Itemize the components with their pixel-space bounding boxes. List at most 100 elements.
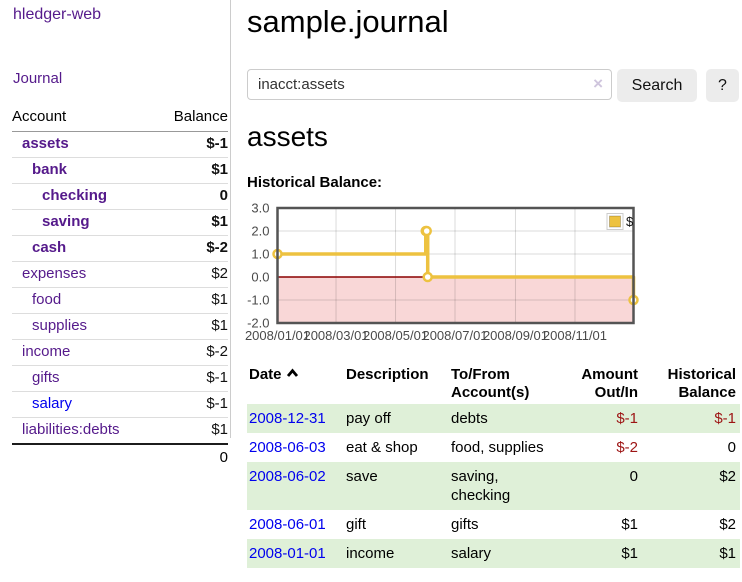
account-link-cash[interactable]: cash [32, 239, 67, 256]
transaction-date-link[interactable]: 2008-06-01 [249, 516, 326, 533]
transaction-balance: $2 [719, 468, 736, 485]
transaction-date-link[interactable]: 2008-12-31 [249, 410, 326, 427]
account-link-bank[interactable]: bank [32, 161, 68, 178]
balance-column-header: Balance [155, 103, 228, 132]
svg-text:1.0: 1.0 [251, 247, 269, 262]
data-point-marker [272, 248, 283, 260]
svg-text:-1.0: -1.0 [247, 293, 269, 308]
account-link-food[interactable]: food [32, 291, 62, 308]
account-name-cell: saving [12, 209, 156, 236]
svg-text:2008/03/01: 2008/03/01 [303, 328, 368, 343]
accounts-total-row: 0 [12, 443, 228, 471]
account-balance: $-1 [206, 135, 228, 152]
account-balance: $1 [155, 417, 228, 444]
transaction-description: save [346, 468, 378, 485]
svg-text:2008/07/01: 2008/07/01 [422, 328, 487, 343]
date-column-header[interactable]: Date [247, 364, 344, 404]
register-row: 2008-01-01 income salary $1 $1 [247, 539, 740, 568]
search-input[interactable] [247, 69, 612, 100]
accounts-total-value: 0 [155, 443, 228, 471]
register-row: 2008-06-01 gift gifts $1 $2 [247, 510, 740, 539]
legend-box [606, 213, 624, 230]
account-balance: 0 [155, 183, 228, 210]
help-button[interactable]: ? [706, 69, 739, 102]
accounts-column-header: Account [12, 103, 156, 132]
register-row: 2008-06-03 eat & shop food, supplies $-2 0 [247, 433, 740, 462]
transaction-amount: $-2 [616, 439, 638, 456]
account-link-liabilities-debts[interactable]: liabilities:debts [22, 421, 120, 438]
historical-balance-column-header: Historical Balance [667, 366, 736, 401]
transaction-date-link[interactable]: 2008-06-03 [249, 439, 326, 456]
svg-text:2008/11/01: 2008/11/01 [543, 328, 607, 343]
account-row: supplies $1 [12, 313, 228, 340]
transaction-date-cell: 2008-12-31 [247, 404, 344, 433]
account-link-gifts[interactable]: gifts [32, 369, 60, 386]
account-name-cell: bank [12, 157, 156, 184]
account-name-cell: checking [12, 183, 156, 210]
transaction-date-link[interactable]: 2008-06-02 [249, 468, 326, 485]
account-row: checking 0 [12, 183, 228, 210]
account-name-cell: cash [12, 235, 156, 262]
tofrom-accounts-column-header: To/From Account(s) [451, 366, 530, 401]
transaction-description: income [346, 545, 395, 562]
transaction-description: pay off [346, 410, 391, 427]
account-link-saving[interactable]: saving [42, 213, 90, 230]
transaction-amount: $1 [621, 516, 638, 533]
data-point-marker [628, 294, 639, 306]
transaction-balance: $2 [719, 516, 736, 533]
account-link-expenses[interactable]: expenses [22, 265, 87, 282]
account-row: assets $-1 [12, 132, 228, 158]
account-link-assets[interactable]: assets [22, 135, 69, 152]
account-page-title: assets [247, 121, 328, 152]
transaction-accounts: food, supplies [451, 439, 544, 456]
transaction-amount: 0 [629, 468, 638, 485]
sort-ascending-icon [286, 365, 299, 383]
register-row: 2008-12-31 pay off debts $-1 $-1 [247, 404, 740, 433]
chart-border [276, 206, 635, 325]
account-row: expenses $2 [12, 261, 228, 288]
data-point-marker [422, 271, 433, 283]
data-point-marker [420, 225, 432, 237]
transaction-date-link[interactable]: 2008-01-01 [249, 545, 326, 562]
svg-text:-2.0: -2.0 [247, 316, 269, 331]
account-link-supplies[interactable]: supplies [32, 317, 88, 334]
transaction-amount: $-1 [616, 410, 638, 427]
legend-label: $ [626, 214, 634, 229]
svg-text:3.0: 3.0 [251, 201, 269, 216]
description-column-header: Description [346, 366, 429, 383]
account-link-checking[interactable]: checking [42, 187, 108, 204]
svg-text:0.0: 0.0 [251, 270, 269, 285]
svg-text:2.0: 2.0 [251, 224, 269, 239]
transaction-accounts: salary [451, 545, 492, 562]
app-brand-link[interactable]: hledger-web [13, 6, 102, 23]
svg-text:2008/01/01: 2008/01/01 [245, 328, 310, 343]
account-balance: $-1 [155, 365, 228, 392]
account-balance: $-2 [155, 339, 228, 366]
account-name-cell: liabilities:debts [12, 417, 156, 444]
transaction-balance: $1 [719, 545, 736, 562]
account-row: saving $1 [12, 209, 228, 236]
sidebar: hledger-web Journal Account Balance asse… [0, 0, 231, 471]
account-link-salary[interactable]: salary [32, 395, 73, 412]
account-name-cell: salary [12, 391, 156, 418]
account-row: cash $-2 [12, 235, 228, 262]
account-link-income[interactable]: income [22, 343, 71, 360]
account-name-cell: supplies [12, 313, 156, 340]
legend-swatch [609, 215, 621, 228]
register-table: Date Description To/From Account(s) Amou… [247, 364, 740, 568]
transaction-date-cell: 2008-01-01 [247, 539, 344, 568]
account-name-cell: gifts [12, 365, 156, 392]
clear-search-icon[interactable]: × [593, 74, 603, 93]
account-balance: $1 [155, 157, 228, 184]
chart-section-label: Historical Balance: [247, 174, 383, 191]
account-balance: $1 [155, 287, 228, 314]
account-balance: $-1 [155, 391, 228, 418]
accounts-balance-table: Account Balance assets $-1 bank $1 checking 0… [12, 103, 228, 471]
account-row: gifts $-1 [12, 365, 228, 392]
accounts-header-row: Account Balance [12, 103, 228, 132]
account-row: food $1 [12, 287, 228, 314]
account-row: liabilities:debts $1 [12, 417, 228, 444]
sidebar-item-journal[interactable]: Journal [13, 70, 63, 87]
transaction-balance: 0 [727, 439, 736, 456]
search-button[interactable]: Search [617, 69, 697, 102]
